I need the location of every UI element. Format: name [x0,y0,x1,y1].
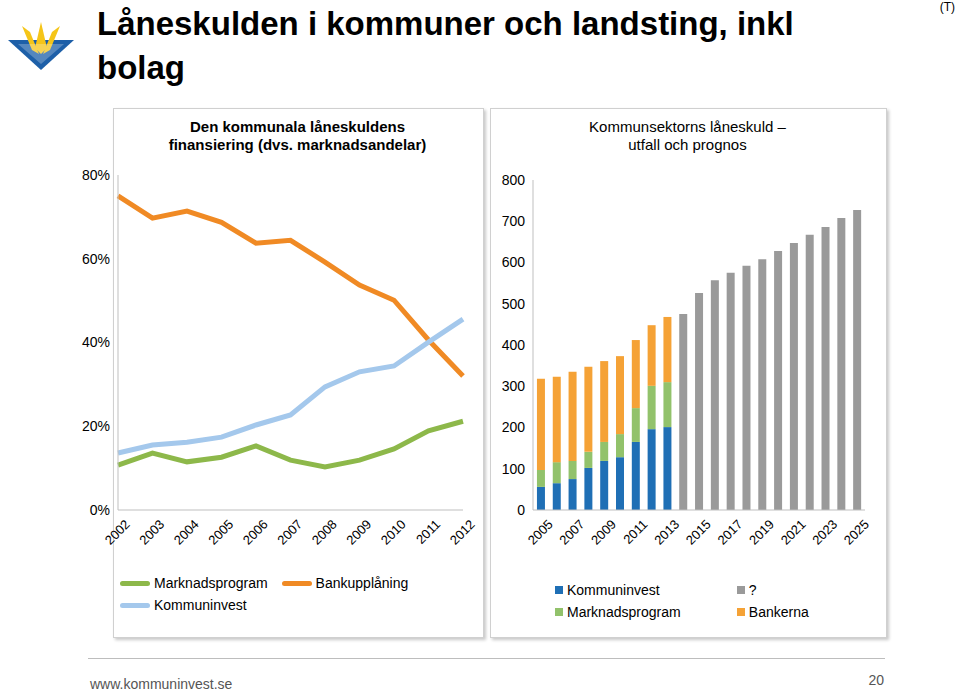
html-text:Bankupplåning: Bankupplåning [315,575,409,591]
svg-text:2006: 2006 [240,517,271,548]
html-text:Kommunsektorns låneskuld – utf: Kommunsektorns låneskuld – utfall och pr… [589,118,786,153]
html-text:Kommuninvest: Kommuninvest [567,582,660,598]
svg-text:2025: 2025 [841,517,872,548]
svg-text:500: 500 [502,296,526,312]
svg-text:2012: 2012 [447,517,478,548]
svg-text:2007: 2007 [556,517,587,548]
svg-text:0%: 0% [90,502,110,518]
svg-text:2011: 2011 [620,517,650,547]
svg-text:0: 0 [517,502,525,518]
svg-text:2002: 2002 [102,517,133,548]
svg-text:800: 800 [502,172,526,188]
svg-text:400: 400 [502,337,526,353]
svg-text:200: 200 [502,419,526,435]
svg-text:80%: 80% [82,167,110,183]
svg-text:2010: 2010 [378,517,409,548]
svg-text:2023: 2023 [809,517,840,548]
html-text:Låneskulden i kommuner och lan: Låneskulden i kommuner och landsting, in… [97,5,794,86]
svg-text:2004: 2004 [171,517,202,548]
svg-text:2003: 2003 [136,517,167,548]
svg-text:2015: 2015 [683,517,714,548]
svg-text:700: 700 [502,213,526,229]
svg-text:40%: 40% [82,334,110,350]
svg-text:60%: 60% [82,251,110,267]
svg-text:2021: 2021 [778,517,809,548]
svg-text:20%: 20% [82,418,110,434]
svg-text:2011: 2011 [413,517,443,547]
svg-text:2017: 2017 [714,517,745,548]
svg-text:100: 100 [502,461,526,477]
svg-text:2009: 2009 [588,517,619,548]
html-text:(T): (T) [939,0,955,14]
html-text:Bankerna: Bankerna [748,604,809,620]
svg-text:2008: 2008 [309,517,340,548]
svg-text:300: 300 [502,378,526,394]
svg-text:2007: 2007 [274,517,305,548]
html-text:Marknadsprogram: Marknadsprogram [567,604,681,620]
svg-text:2019: 2019 [746,517,777,548]
html-text:Den kommunala låneskuldens fin: Den kommunala låneskuldens finansiering … [168,118,427,153]
svg-text:2005: 2005 [205,517,236,548]
html-text:Marknadsprogram: Marknadsprogram [154,575,268,591]
html-text:Kommuninvest: Kommuninvest [154,597,247,613]
svg-text:2013: 2013 [651,517,682,548]
svg-text:2009: 2009 [343,517,374,548]
svg-text:2005: 2005 [525,517,556,548]
svg-text:600: 600 [502,254,526,270]
html-text:www.kommuninvest.se: www.kommuninvest.se [90,676,233,691]
html-text:20: 20 [868,672,884,688]
